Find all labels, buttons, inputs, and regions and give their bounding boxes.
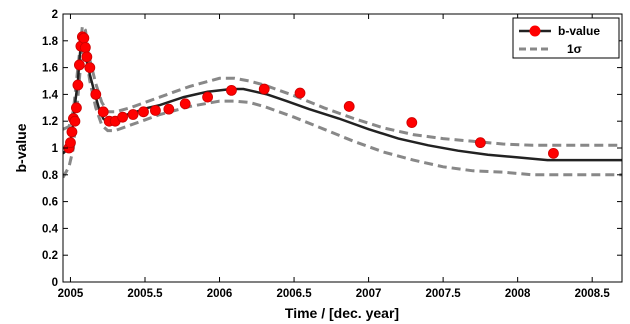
legend-box (512, 17, 620, 59)
x-tick-label: 2005.5 (127, 288, 163, 300)
b-value-marker (90, 89, 102, 100)
b-value-marker (163, 103, 175, 115)
b-value-marker (258, 83, 270, 95)
b-value-marker (226, 84, 237, 96)
x-tick-label: 2007.5 (426, 288, 462, 300)
x-tick-label: 2006 (207, 288, 233, 300)
b-value-marker (78, 32, 90, 44)
b-value-marker (71, 102, 82, 114)
legend: b-value 1σ (512, 17, 620, 59)
legend-bvalue-marker (529, 25, 541, 37)
b-value-marker (179, 98, 191, 110)
y-tick-label: 0.2 (42, 250, 58, 262)
b-value-marker (294, 87, 306, 99)
y-tick-label: 1.8 (42, 36, 59, 48)
legend-sigma-label: 1σ (567, 42, 582, 56)
sigma-upper-line (63, 22, 622, 147)
b-value-marker (65, 137, 76, 149)
b-value-marker (117, 111, 129, 123)
y-tick-label: 0.4 (42, 223, 59, 235)
b-value-marker (343, 101, 355, 112)
x-tick-label: 2008 (505, 288, 531, 300)
b-value-marker (138, 106, 149, 118)
y-tick-label: 0 (52, 277, 58, 289)
b-value-marker (474, 137, 486, 149)
b-value-marker (97, 106, 109, 118)
b-value-marker (73, 59, 85, 71)
y-tick-label: 1.4 (42, 89, 59, 101)
y-tick-label: 1 (52, 143, 59, 155)
y-tick-label: 2 (52, 9, 58, 21)
x-tick-label: 2006.5 (276, 288, 312, 300)
b-value-marker (79, 42, 91, 53)
y-tick-label: 0.6 (42, 197, 58, 209)
b-value-marker (84, 62, 96, 73)
legend-bvalue-label: b-value (558, 24, 600, 38)
y-axis-label: b-value (13, 123, 29, 172)
b-value-marker (127, 109, 139, 120)
b-value-marker (202, 91, 213, 103)
b-value-marker (150, 105, 161, 116)
x-axis-label: Time / [dec. year] (285, 305, 399, 321)
b-value-marker (72, 79, 84, 91)
b-value-marker (406, 117, 418, 128)
plot-area (63, 14, 622, 282)
b-value-marker (548, 147, 559, 159)
y-tick-label: 1.6 (42, 63, 58, 75)
b-value-marker (66, 126, 78, 138)
b-value-marker (81, 51, 93, 63)
b-value-marker (69, 115, 81, 127)
x-tick-label: 2007 (356, 288, 382, 300)
y-tick-label: 0.8 (42, 170, 59, 182)
x-tick-label: 2008.5 (575, 288, 611, 300)
y-tick-label: 1.2 (42, 116, 58, 128)
x-tick-label: 2005 (58, 288, 84, 300)
